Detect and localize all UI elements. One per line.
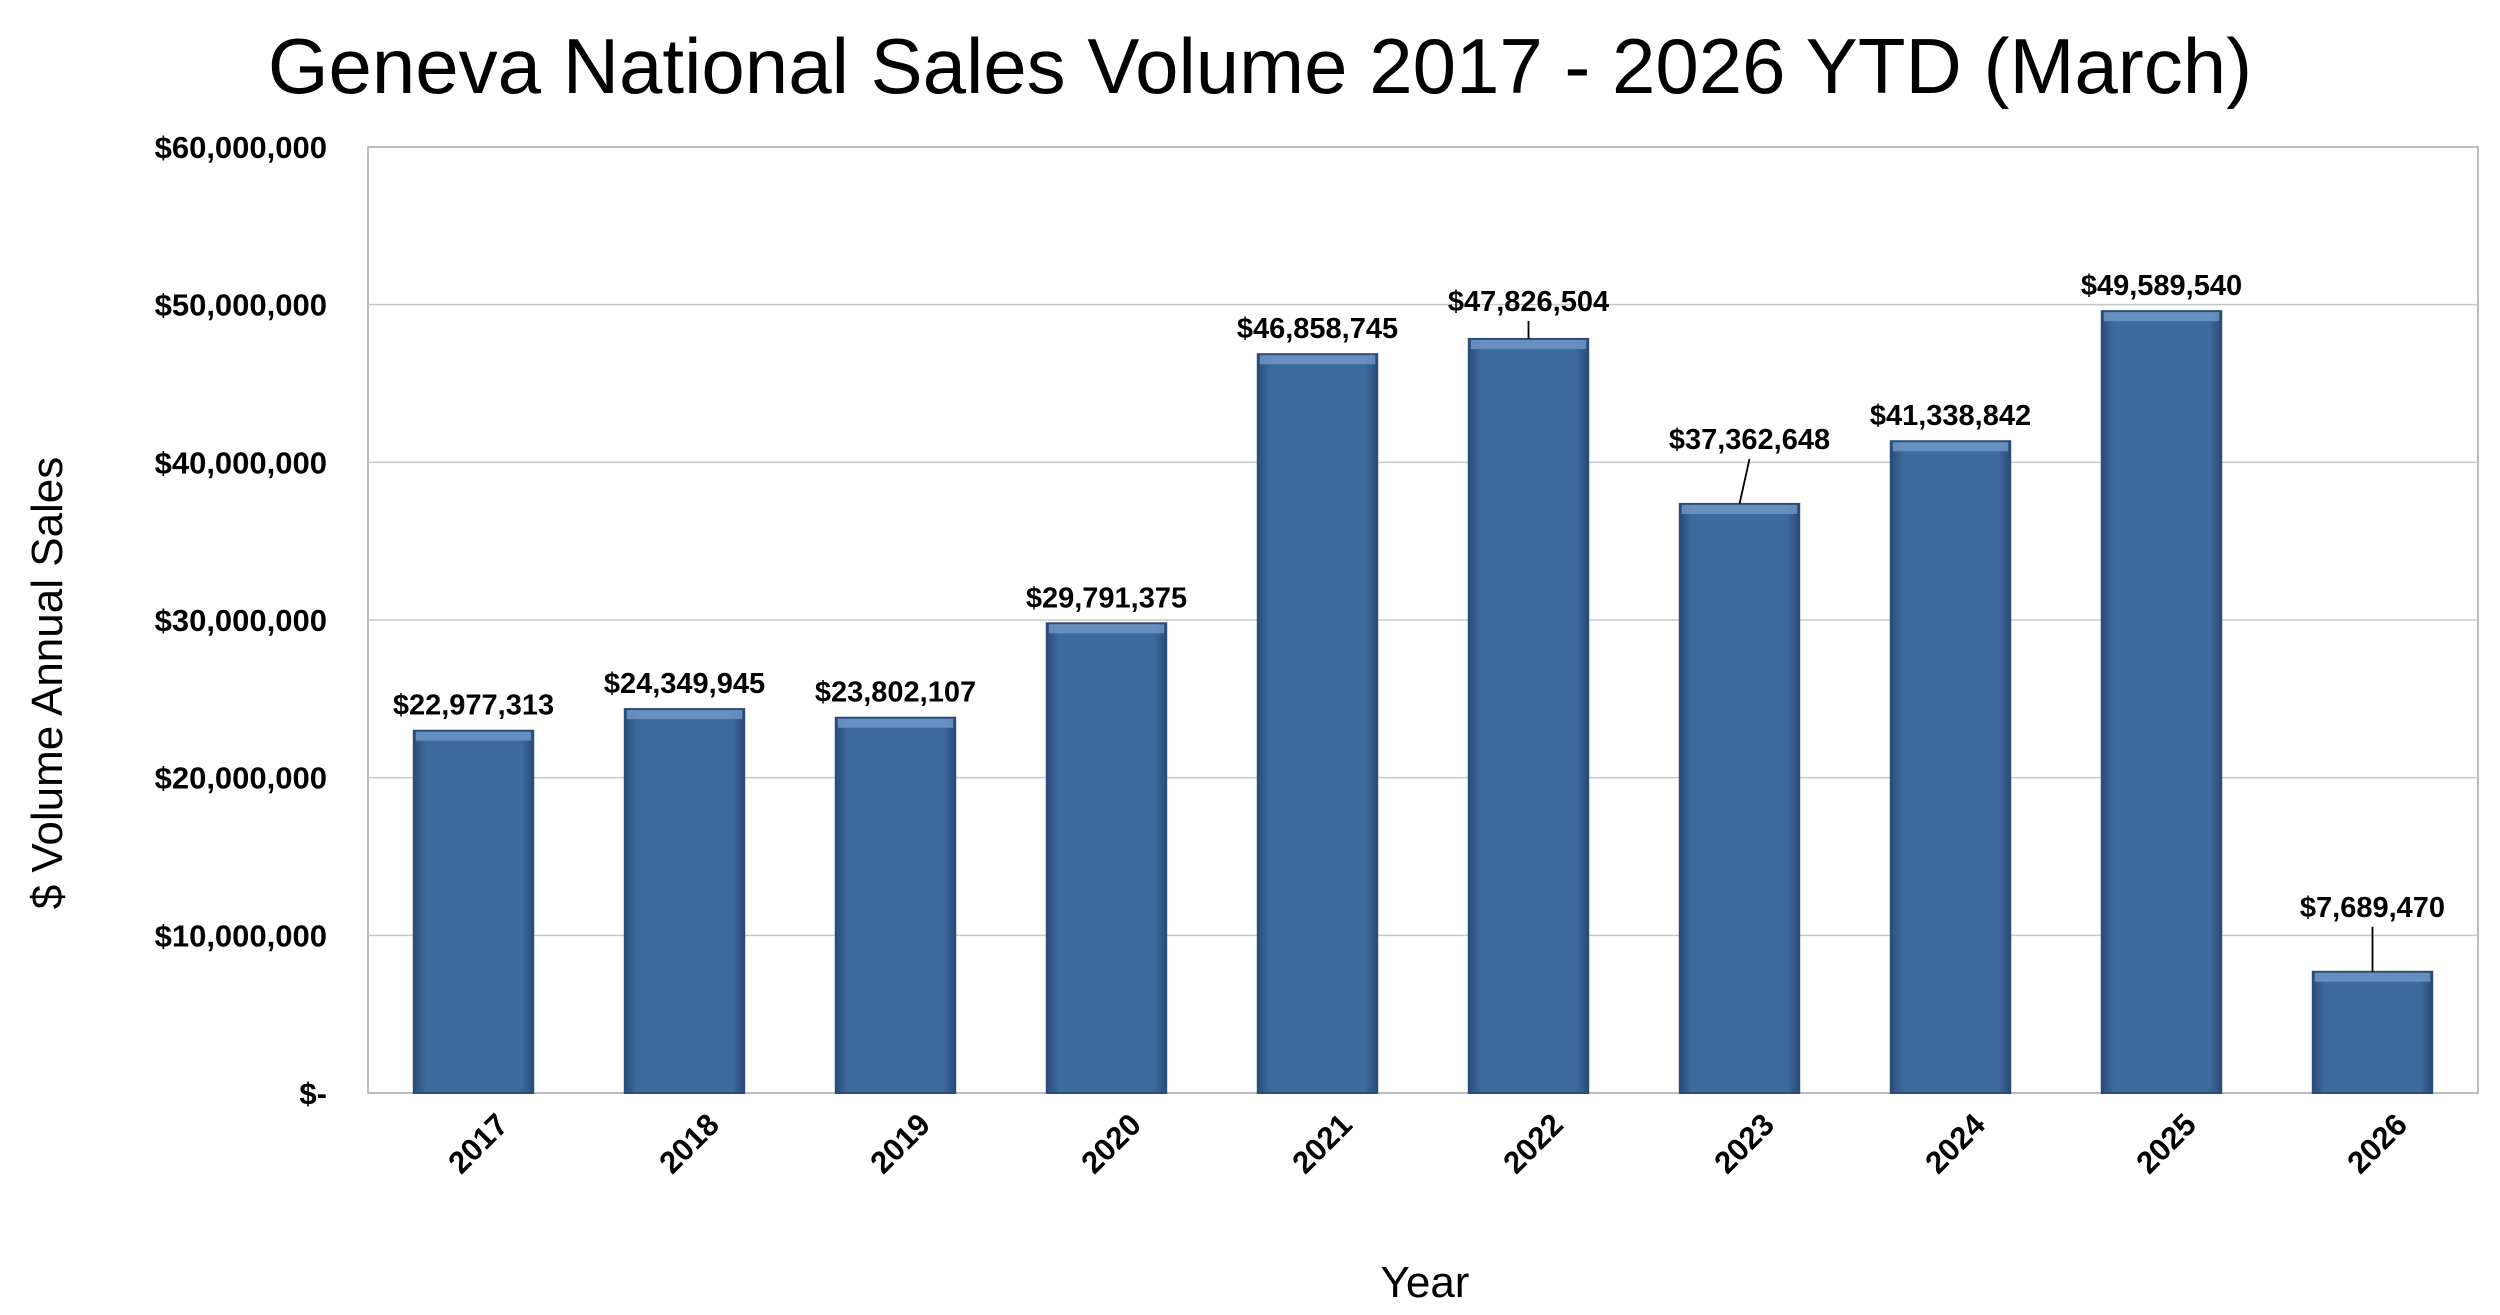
bar-2021 (1256, 353, 1379, 1094)
bar-2026 (2311, 970, 2434, 1095)
chart-title: Geneva National Sales Volume 2017 - 2026… (268, 22, 2252, 110)
data-label-2025: $49,589,540 (2081, 270, 2242, 302)
x-tick-label-2022: 2022 (1496, 1107, 1570, 1181)
bar-top-bevel-2024 (1892, 442, 2009, 452)
bar-2018 (623, 708, 746, 1094)
x-tick-label-2023: 2023 (1707, 1107, 1781, 1181)
bar-top-bevel-2023 (1681, 504, 1798, 514)
bar-top-bevel-2025 (2103, 312, 2220, 322)
bar-2020 (1045, 622, 1168, 1094)
bar-top-bevel-2026 (2314, 972, 2431, 982)
data-label-2021: $46,858,745 (1237, 313, 1398, 345)
leader-line-2023 (1738, 458, 1751, 505)
y-tick-label: $30,000,000 (155, 603, 327, 638)
bar-2019 (834, 716, 957, 1094)
y-axis-title: $ Volume Annual Sales (23, 457, 72, 910)
x-tick-label-2025: 2025 (2129, 1107, 2203, 1181)
data-label-2023: $37,362,648 (1669, 424, 1830, 456)
bar-2022 (1467, 337, 1590, 1095)
y-tick-label: $- (299, 1076, 327, 1111)
bar-top-bevel-2021 (1259, 355, 1376, 365)
bar-top-bevel-2022 (1470, 339, 1587, 349)
bar-2025 (2100, 310, 2223, 1094)
x-tick-label-2020: 2020 (1074, 1107, 1148, 1181)
x-axis-title: Year (1381, 1258, 1470, 1307)
y-tick-label: $20,000,000 (155, 761, 327, 796)
bar-2024 (1889, 440, 2012, 1094)
bar-top-bevel-2017 (415, 731, 532, 741)
data-label-2020: $29,791,375 (1026, 582, 1187, 614)
bar-top-bevel-2020 (1048, 624, 1165, 634)
y-tick-label: $50,000,000 (155, 288, 327, 323)
x-tick-label-2017: 2017 (441, 1107, 515, 1181)
data-label-2024: $41,338,842 (1870, 400, 2031, 432)
y-tick-label: $40,000,000 (155, 445, 327, 480)
x-tick-label-2018: 2018 (652, 1107, 726, 1181)
x-tick-label-2019: 2019 (863, 1107, 937, 1181)
y-tick-label: $60,000,000 (155, 130, 327, 165)
bar-top-bevel-2018 (626, 710, 743, 720)
data-label-2026: $7,689,470 (2300, 892, 2445, 924)
data-label-2019: $23,802,107 (815, 677, 976, 709)
y-tick-label: $10,000,000 (155, 918, 327, 953)
bar-2023 (1678, 502, 1801, 1094)
x-tick-label-2021: 2021 (1285, 1107, 1359, 1181)
x-tick-label-2026: 2026 (2340, 1107, 2414, 1181)
bar-2017 (412, 729, 535, 1094)
data-label-2018: $24,349,945 (604, 668, 765, 700)
data-label-2022: $47,826,504 (1448, 286, 1609, 318)
bar-top-bevel-2019 (837, 718, 954, 728)
data-label-2017: $22,977,313 (393, 690, 554, 722)
x-tick-label-2024: 2024 (1918, 1106, 1992, 1180)
